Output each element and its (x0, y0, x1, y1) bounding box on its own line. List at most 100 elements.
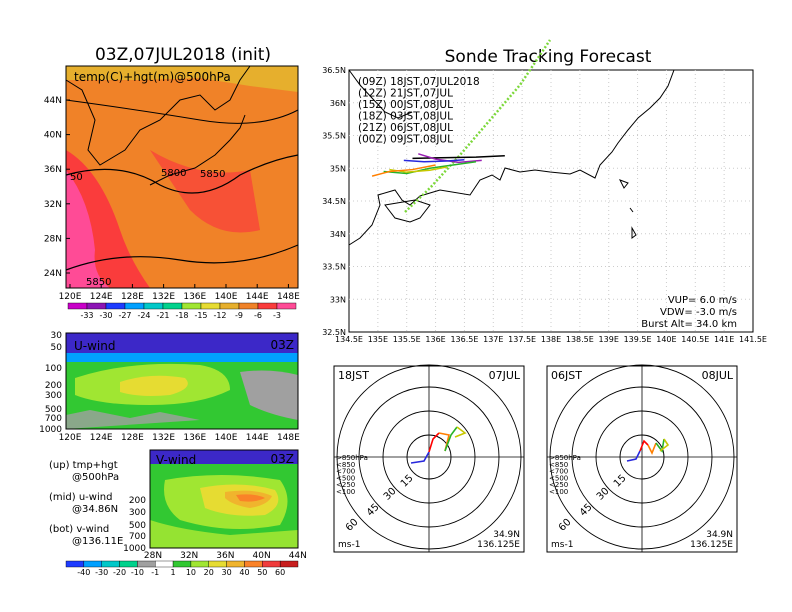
colorbar-swatch (101, 560, 120, 568)
pressure-tick-label: 100 (45, 364, 62, 374)
lat-tick-label: 36N (330, 99, 346, 108)
uwind-label: U-wind (74, 339, 115, 353)
track-legend: (09Z) 18JST,07JUL2018(12Z) 21JST,07JUL(1… (358, 76, 480, 146)
hodograph-date: 08JUL (702, 369, 734, 382)
colorbar-swatch (119, 560, 138, 568)
lat-tick-label: 40N (253, 551, 271, 561)
colorbar-label: 10 (186, 568, 196, 577)
lon-tick-label: 124E (90, 292, 113, 302)
lon-tick-label: 137.5E (508, 335, 536, 344)
uwind-time: 03Z (271, 338, 295, 352)
hodograph-level-label: >850hPa (336, 454, 368, 462)
pressure-tick-label: 30 (51, 331, 63, 341)
colorbar-swatch (238, 302, 259, 310)
colorbar-label: -1 (151, 568, 159, 577)
pressure-tick-label: 1000 (39, 425, 62, 435)
colorbar-swatch (226, 560, 245, 568)
vwind-label: V-wind (156, 453, 196, 467)
temp-colorbar: -33 -30 -27 -24 -21 -18 -15 -12 -9 -6 -3 (67, 302, 297, 320)
track-series (383, 160, 477, 175)
hodograph-level-label: >850hPa (549, 454, 581, 462)
colorbar-swatch (172, 560, 192, 568)
hodograph-unit: ms-1 (551, 540, 573, 550)
lon-tick-label: 132E (152, 292, 175, 302)
hodograph-trace (444, 426, 458, 452)
colorbar-label: 30 (222, 568, 232, 577)
lon-tick-label: 132E (152, 433, 175, 443)
lat-tick-label: 32N (180, 551, 198, 561)
lat-tick-label: 32.5N (322, 328, 346, 337)
colorbar-swatch (86, 302, 107, 310)
colorbar-swatch (67, 302, 88, 310)
track-grid (349, 70, 753, 332)
uwind-lon-ticks: 120E 124E 128E 132E 136E 140E 144E 148E (59, 433, 301, 443)
hodograph-level-label: <500 (549, 474, 568, 482)
vwind-frame (149, 449, 299, 549)
hodograph-date: 07JUL (489, 369, 521, 382)
lat-tick-label: 28N (44, 234, 62, 244)
uwind-easterly-band (66, 353, 298, 362)
lon-tick-label: 136E (183, 433, 206, 443)
hodograph-trace (626, 450, 641, 462)
track-legend-entry: (15Z) 00JST,08JUL (358, 99, 453, 111)
contour-5850 (65, 244, 299, 271)
lat-tick-label: 34N (330, 230, 346, 239)
lon-tick-label: 134.5E (335, 335, 363, 344)
colorbar-label: -15 (194, 311, 207, 320)
hodograph-level-label: <100 (549, 488, 568, 496)
lon-tick-label: 140E (215, 292, 238, 302)
colorbar-label: -24 (137, 311, 150, 320)
lon-tick-label: 148E (277, 292, 300, 302)
colorbar-swatch (257, 302, 278, 310)
pressure-tick-label: 300 (129, 508, 146, 518)
note-line1: (up) tmp+hgt (49, 460, 118, 471)
colorbar-swatch (181, 302, 202, 310)
lat-tick-label: 34.5N (322, 197, 346, 206)
pressure-tick-label: 700 (45, 414, 62, 424)
lon-tick-label: 120E (59, 292, 82, 302)
track-series (403, 158, 465, 163)
lon-tick-label: 144E (246, 292, 269, 302)
hodograph-loc-lon: 136.125E (477, 540, 520, 550)
temp-map-label: temp(C)+hgt(m)@500hPa (74, 70, 231, 84)
lat-tick-label: 35.5N (322, 132, 346, 141)
hodograph-loc-lat: 34.9N (493, 530, 520, 540)
hodograph-unit: ms-1 (338, 540, 360, 550)
colorbar-swatch (105, 302, 126, 310)
note-line2: @500hPa (72, 472, 119, 483)
lat-tick-label: 24N (44, 269, 62, 279)
colorbar-label: -3 (273, 311, 281, 320)
colorbar-label: -18 (175, 311, 188, 320)
track-lon-ticks: 134.5E 135E 135.5E 136E 136.5E 137E 137.5E 138E… (335, 335, 767, 344)
burst-text: Burst Alt= 34.0 km (641, 319, 737, 330)
lon-tick-label: 124E (90, 433, 113, 443)
contour-label-5800: 5800 (161, 168, 186, 179)
colorbar-label: -21 (156, 311, 169, 320)
pressure-tick-label: 700 (129, 532, 146, 542)
uwind-jet-core (120, 375, 188, 396)
lat-tick-label: 36.5N (322, 66, 346, 75)
hodograph-level-label: <250 (336, 481, 355, 489)
lat-tick-label: 40N (44, 131, 62, 141)
colorbar-swatch (219, 302, 240, 310)
hodograph-time: 18JST (338, 369, 369, 382)
hodograph-level-label: <850 (549, 461, 568, 469)
track-lat-ticks: 36.5N 36N 35.5N 35N 34.5N 34N 33.5N 33N 32.5N (322, 66, 346, 337)
colorbar-swatch (83, 560, 102, 568)
temp-lon-ticks: 120E 124E 128E 132E 136E 140E 144E 148E (59, 284, 300, 302)
lon-tick-label: 120E (59, 433, 82, 443)
hodograph-trace (659, 438, 670, 452)
temp-map-panel: 03Z,07JUL2018 (init) 5800 5850 5850 50 t… (44, 45, 300, 320)
colorbar-swatch (190, 560, 209, 568)
colorbar-label: -10 (131, 568, 144, 577)
colorbar-swatch (276, 302, 297, 310)
lon-tick-label: 140E (656, 335, 676, 344)
note-line2: @34.86N (72, 504, 118, 515)
colorbar-label: -6 (254, 311, 262, 320)
hodograph-trace (655, 438, 665, 453)
sonde-track-dotted (404, 39, 552, 213)
colorbar-swatch (262, 560, 281, 568)
lon-tick-label: 138E (541, 335, 561, 344)
lat-tick-label: 33N (330, 295, 346, 304)
